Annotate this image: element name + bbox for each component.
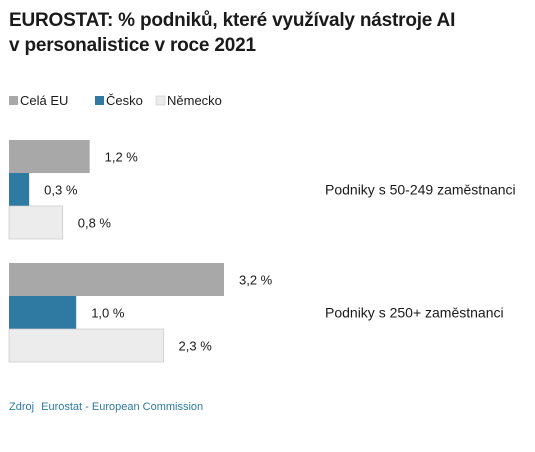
data-label-cela-eu-group-1: 1,2 % (105, 150, 139, 165)
legend-swatch-cela-eu (9, 96, 18, 105)
legend-label-cela-eu: Celá EU (20, 93, 68, 108)
legend-swatch-cesko (95, 96, 104, 105)
bar-cesko-group-2 (9, 296, 77, 329)
data-label-cesko-group-1: 0,3 % (44, 183, 78, 198)
bar-cesko-group-1 (9, 173, 30, 206)
legend-swatch-nemecko (155, 95, 166, 106)
legend-label-nemecko: Německo (167, 93, 222, 108)
bar-group-2: 3,2 % 1,0 % 2,3 % Podniky s 250+ zaměstnanc… (8, 263, 504, 363)
data-label-cesko-group-2: 1,0 % (91, 306, 125, 321)
chart-title: EUROSTAT: % podniků, které využívaly nás… (9, 8, 455, 58)
bar-nemecko-group-2 (8, 328, 164, 363)
source-note: Zdroj Eurostat - European Commission (9, 401, 207, 413)
data-label-cela-eu-group-2: 3,2 % (239, 273, 273, 288)
chart-title-line-2: v personalistice v roce 2021 (9, 35, 256, 56)
category-label-group-1: Podniky s 50-249 zaměstnanci (325, 182, 516, 198)
data-label-nemecko-group-2: 2,3 % (179, 339, 213, 354)
source-text: Eurostat - European Commission (41, 401, 204, 413)
data-label-nemecko-group-1: 0,8 % (78, 216, 112, 231)
category-label-group-2: Podniky s 250+ zaměstnanci (325, 305, 504, 321)
chart-title-line-1: EUROSTAT: % podniků, které využívaly nás… (9, 10, 456, 31)
legend-label-cesko: Česko (106, 93, 143, 108)
bar-cela-eu-group-2 (9, 263, 224, 296)
bar-chart: Celá EU Česko Německo 1,2 % 0,3 % 0,8 % Podnik… (8, 93, 516, 363)
bar-group-1: 1,2 % 0,3 % 0,8 % Podniky s 50-249 zaměstna… (8, 140, 516, 240)
legend: Celá EU Česko Německo (9, 93, 222, 108)
source-label: Zdroj (9, 401, 35, 413)
bar-cela-eu-group-1 (9, 140, 90, 173)
bar-nemecko-group-1 (8, 205, 64, 240)
